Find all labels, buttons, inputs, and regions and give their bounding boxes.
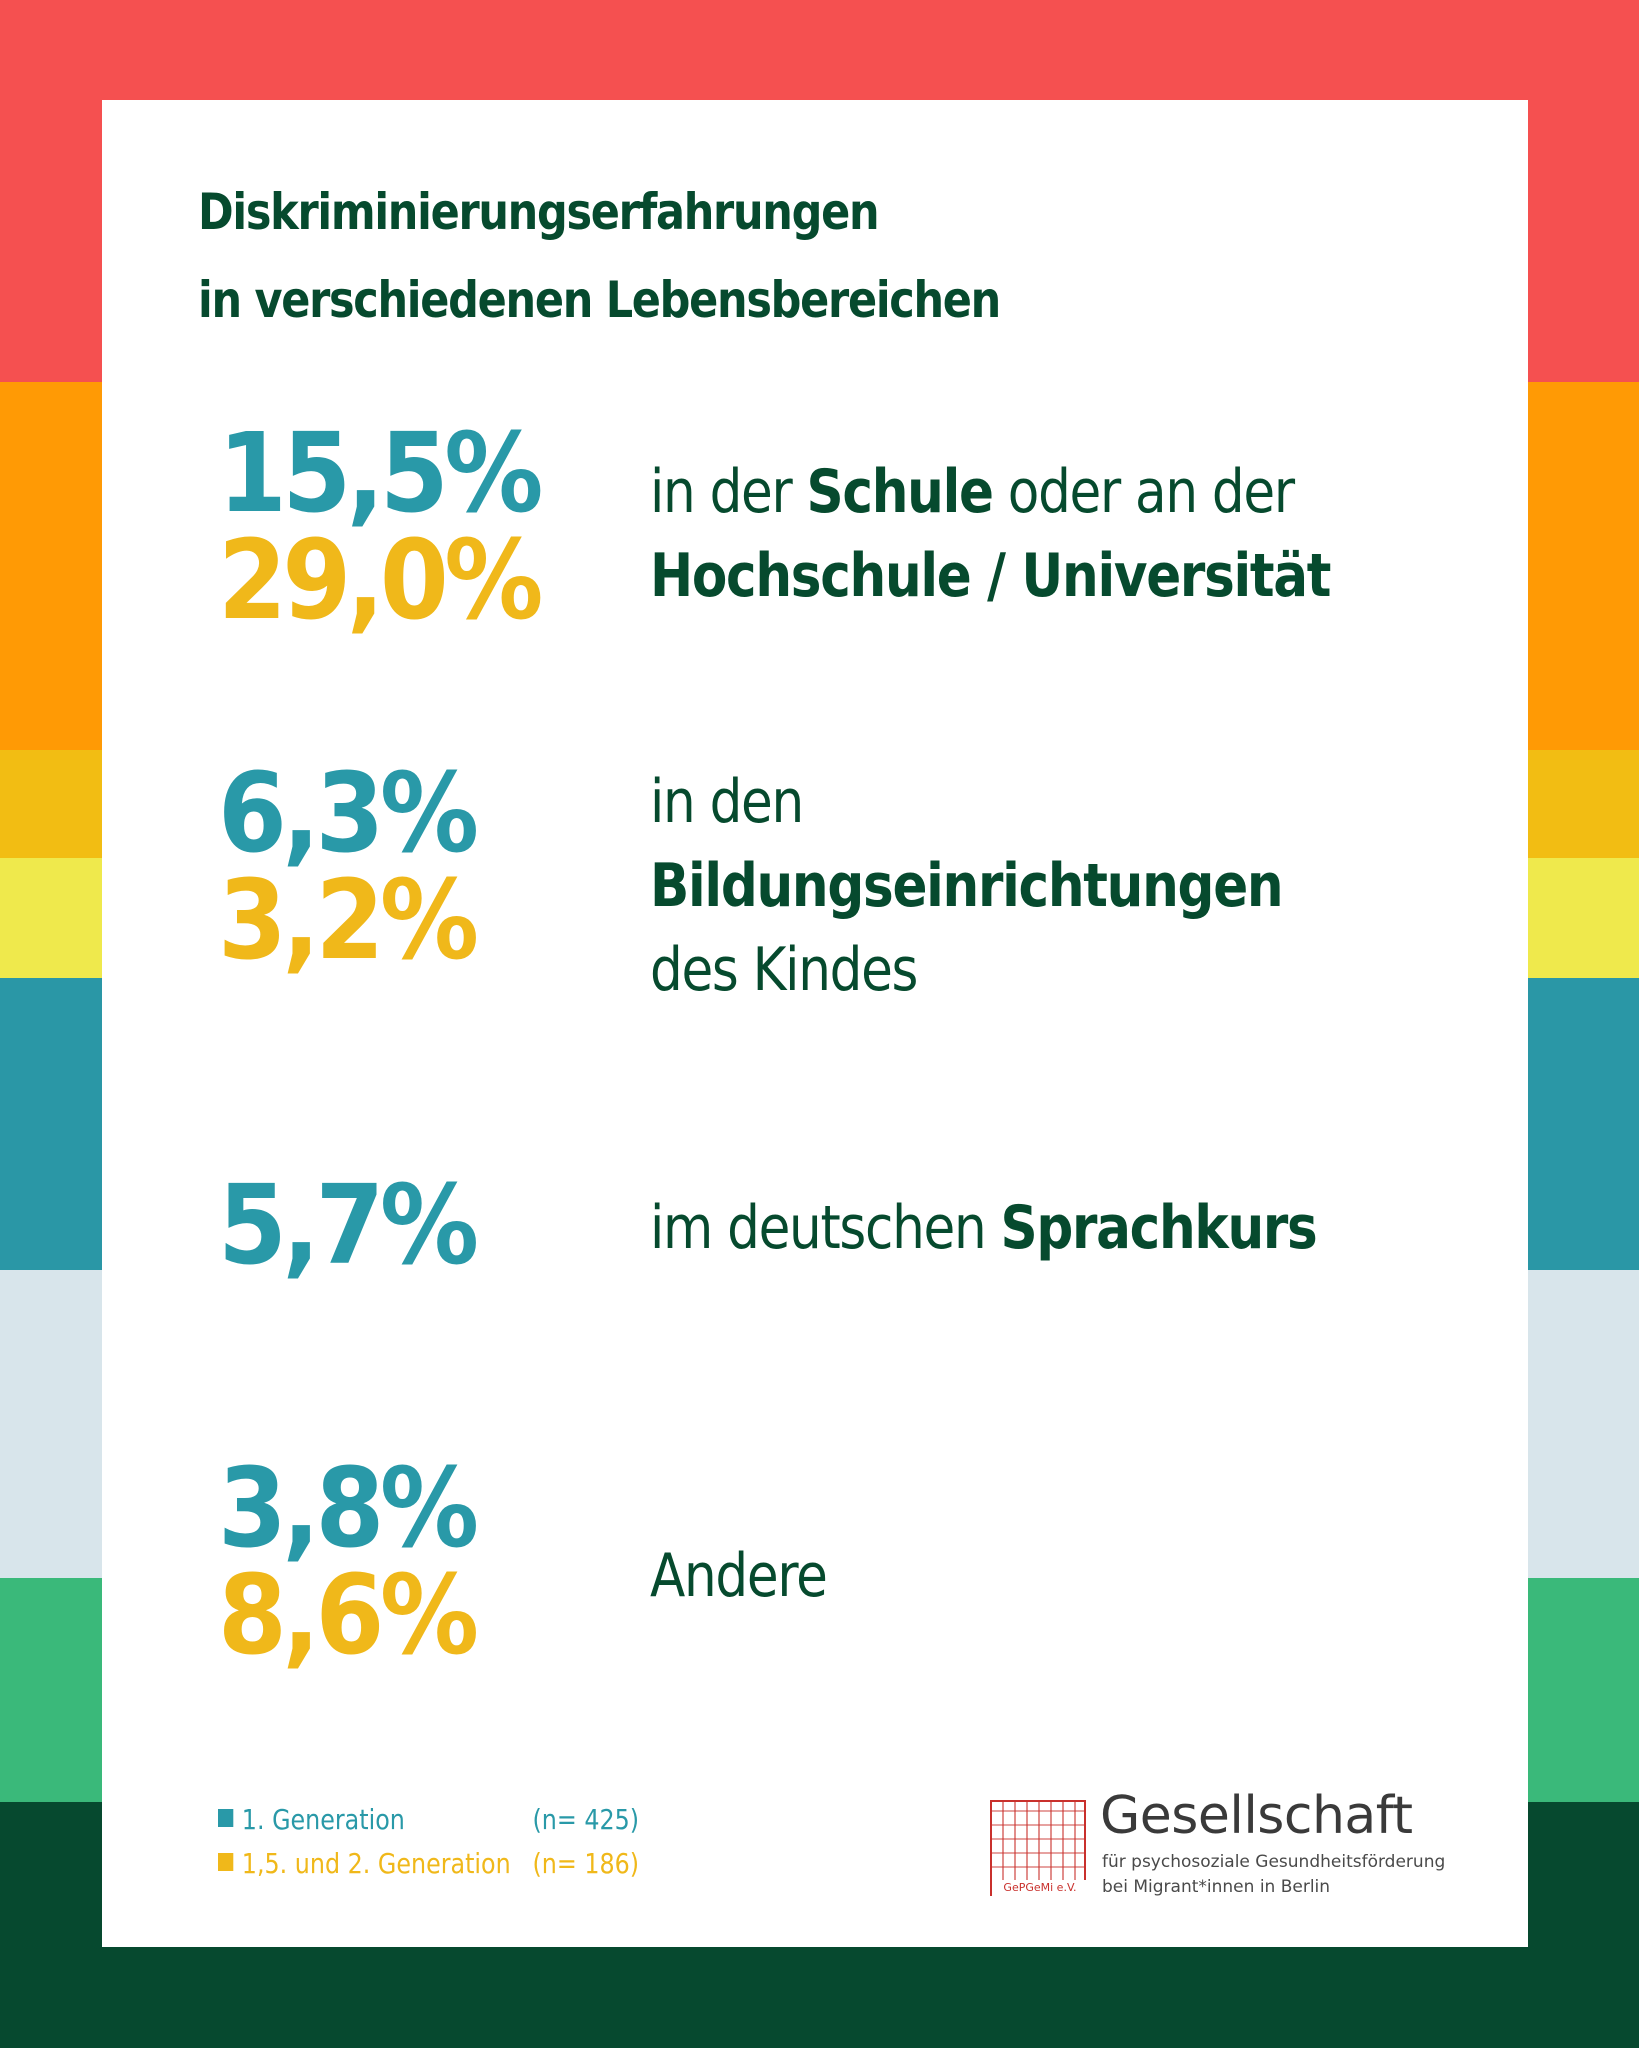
stat-bildung-gen1: 6,3% bbox=[218, 749, 479, 877]
label-line: Andere bbox=[650, 1541, 828, 1611]
seal-text: GePGeMi e.V. bbox=[992, 1880, 1088, 1896]
label-andere: Andere bbox=[650, 1534, 828, 1618]
label-line: im deutschen Sprachkurs bbox=[650, 1193, 1318, 1263]
legend-gen1-label: 1. Generation bbox=[218, 1798, 405, 1842]
label-sprachkurs: im deutschen Sprachkurs bbox=[650, 1186, 1318, 1270]
org-subtitle: für psychosoziale Gesundheitsförderung b… bbox=[1102, 1850, 1445, 1900]
org-name: Gesellschaft bbox=[1100, 1786, 1413, 1846]
legend-gen2-swatch bbox=[218, 1853, 234, 1871]
label-line: Hochschule / Universität bbox=[650, 541, 1331, 611]
legend-gen1-n: (n= 425) bbox=[532, 1803, 640, 1836]
stat-andere-gen1: 3,8% bbox=[218, 1444, 479, 1572]
seal-icon: GePGeMi e.V. bbox=[990, 1800, 1088, 1896]
legend-gen2-n: (n= 186) bbox=[532, 1847, 640, 1880]
legend-gen1: 1. Generation (n= 425) bbox=[218, 1798, 694, 1842]
stat-sprachkurs-gen1: 5,7% bbox=[218, 1161, 479, 1289]
stat-schule-gen1: 15,5% bbox=[218, 409, 543, 537]
label-bildung: in den Bildungseinrichtungen des Kindes bbox=[650, 760, 1284, 1012]
legend-gen1-swatch bbox=[218, 1809, 234, 1827]
org-subtitle-line-1: für psychosoziale Gesundheitsförderung bbox=[1102, 1852, 1446, 1872]
stat-bildung-gen2: 3,2% bbox=[218, 856, 479, 984]
legend-gen2: 1,5. und 2. Generation (n= 186) bbox=[218, 1842, 694, 1886]
label-line: des Kindes bbox=[650, 935, 918, 1005]
title-line-2: in verschiedenen Lebensbereichen bbox=[198, 271, 1001, 329]
label-schule: in der Schule oder an der Hochschule / U… bbox=[650, 450, 1331, 618]
page-title: Diskriminierungserfahrungen in verschied… bbox=[198, 168, 1001, 344]
title-line-1: Diskriminierungserfahrungen bbox=[198, 183, 880, 241]
label-line: Bildungseinrichtungen bbox=[650, 851, 1284, 921]
label-line: in der Schule oder an der bbox=[650, 457, 1295, 527]
content-card: Diskriminierungserfahrungen in verschied… bbox=[102, 100, 1528, 1947]
stat-schule-gen2: 29,0% bbox=[218, 516, 543, 644]
org-subtitle-line-2: bei Migrant*innen in Berlin bbox=[1102, 1877, 1331, 1897]
label-line: in den bbox=[650, 767, 804, 837]
stat-andere-gen2: 8,6% bbox=[218, 1551, 479, 1679]
org-logo: GePGeMi e.V. Gesellschaft für psychosozi… bbox=[990, 1786, 1490, 1910]
legend-gen2-label: 1,5. und 2. Generation bbox=[218, 1842, 511, 1886]
